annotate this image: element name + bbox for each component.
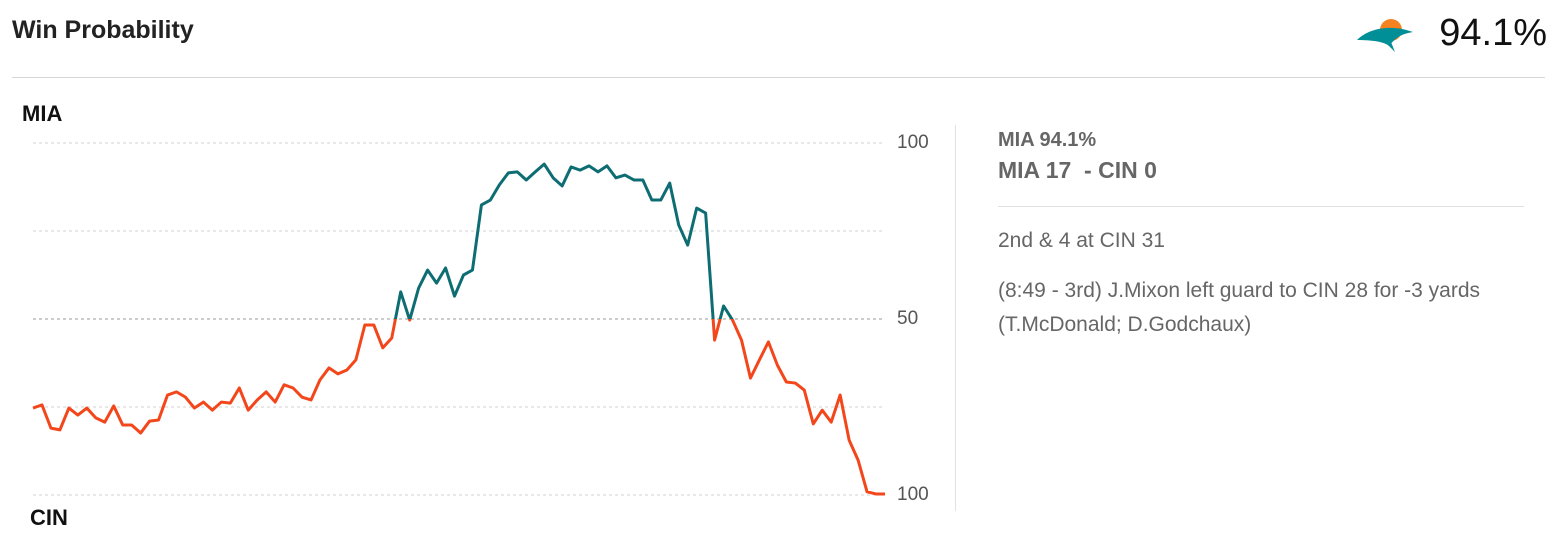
top-team: MIA (22, 101, 62, 126)
y-tick-label: 50 (897, 308, 918, 329)
y-tick-label: 100 (897, 132, 929, 153)
leader-probability: 94.1% (1439, 12, 1547, 54)
chart: MIA CIN 100 50 100 (22, 101, 929, 530)
team-logo (1357, 19, 1413, 52)
detail-divider (998, 206, 1524, 207)
probability: MIA 94.1% (998, 129, 1097, 151)
situation: 2nd & 4 at CIN 31 (998, 229, 1165, 252)
play-description: (8:49 - 3rd) J.Mixon left guard to CIN 2… (998, 279, 1481, 336)
win-probability-line (32, 162, 885, 496)
score: MIA 17 - CIN 0 (998, 157, 1157, 183)
bottom-team: CIN (30, 505, 68, 530)
separator (955, 125, 956, 511)
title: Win Probability (12, 16, 194, 44)
y-tick-label: 100 (897, 484, 929, 505)
divider (12, 77, 1545, 78)
